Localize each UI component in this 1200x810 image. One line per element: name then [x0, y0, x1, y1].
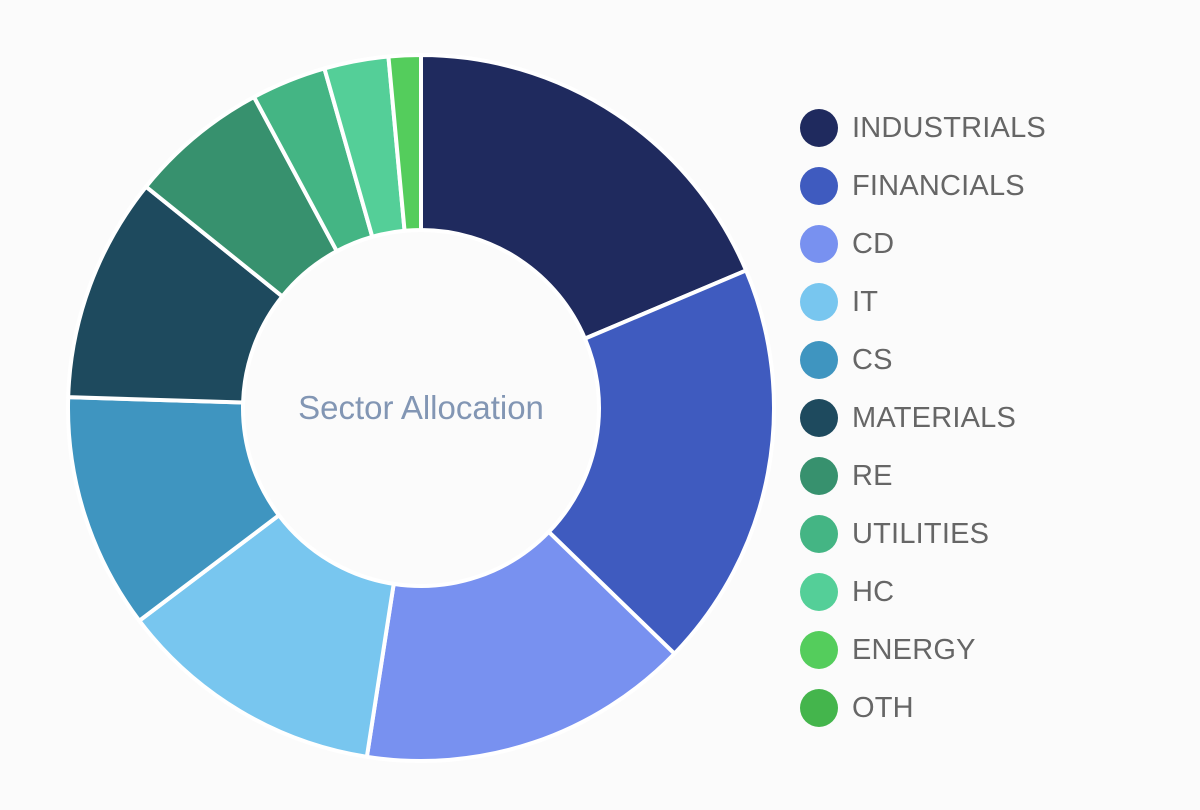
legend-item-industrials[interactable]: INDUSTRIALS: [800, 99, 1046, 157]
slice-energy[interactable]: [386, 53, 423, 233]
legend-swatch: [800, 399, 838, 437]
legend-item-oth[interactable]: OTH: [800, 679, 1046, 737]
legend-swatch: [800, 573, 838, 611]
legend-item-cs[interactable]: CS: [800, 331, 1046, 389]
legend-swatch: [800, 167, 838, 205]
legend-swatch: [800, 283, 838, 321]
legend-item-materials[interactable]: MATERIALS: [800, 389, 1046, 447]
legend-item-financials[interactable]: FINANCIALS: [800, 157, 1046, 215]
slice-cd[interactable]: [364, 529, 677, 763]
slice-cs[interactable]: [66, 395, 281, 623]
legend: INDUSTRIALS FINANCIALS CD IT CS MATERIALS RE UT…: [800, 99, 1046, 737]
legend-label: RE: [852, 459, 893, 492]
legend-item-re[interactable]: RE: [800, 447, 1046, 505]
slice-financials[interactable]: [546, 268, 776, 656]
legend-swatch: [800, 457, 838, 495]
legend-item-utilities[interactable]: UTILITIES: [800, 505, 1046, 563]
legend-item-it[interactable]: IT: [800, 273, 1046, 331]
slice-it[interactable]: [137, 513, 396, 759]
legend-label: INDUSTRIALS: [852, 111, 1046, 144]
legend-label: MATERIALS: [852, 401, 1017, 434]
legend-label: ENERGY: [852, 633, 976, 666]
legend-swatch: [800, 515, 838, 553]
legend-label: CD: [852, 227, 895, 260]
legend-item-hc[interactable]: HC: [800, 563, 1046, 621]
legend-label: HC: [852, 575, 895, 608]
legend-label: UTILITIES: [852, 517, 990, 550]
center-label: Sector Allocation: [298, 389, 544, 426]
legend-item-cd[interactable]: CD: [800, 215, 1046, 273]
legend-label: IT: [852, 285, 879, 318]
legend-swatch: [800, 341, 838, 379]
legend-swatch: [800, 109, 838, 147]
legend-swatch: [800, 225, 838, 263]
legend-label: CS: [852, 343, 893, 376]
legend-label: FINANCIALS: [852, 169, 1025, 202]
legend-swatch: [800, 689, 838, 727]
slice-industrials[interactable]: [419, 53, 749, 341]
legend-label: OTH: [852, 691, 914, 724]
legend-swatch: [800, 631, 838, 669]
legend-item-energy[interactable]: ENERGY: [800, 621, 1046, 679]
